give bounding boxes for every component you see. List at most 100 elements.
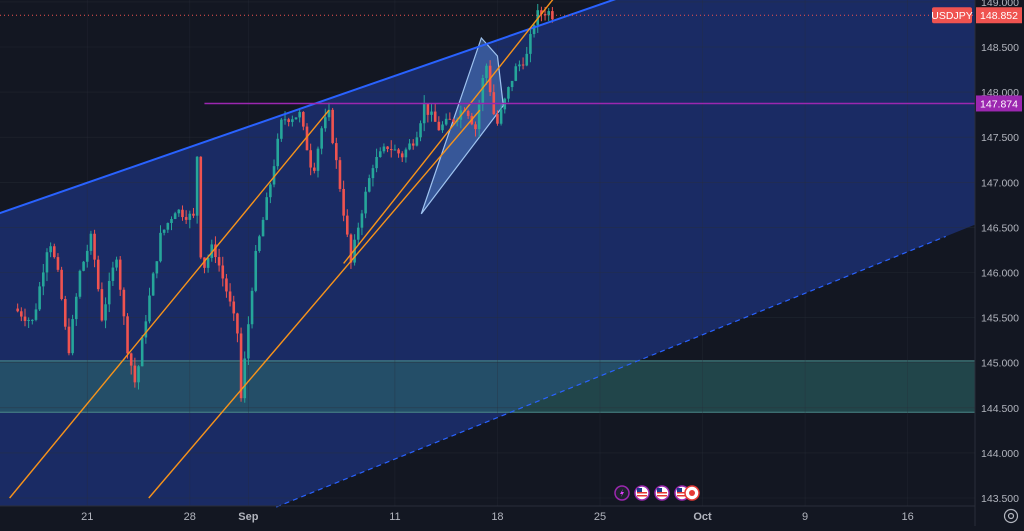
price-tick-label: 144.500 xyxy=(981,403,1019,415)
event-icons[interactable] xyxy=(614,485,700,501)
support-zone xyxy=(0,360,975,413)
candle-body xyxy=(294,117,298,120)
candle-body xyxy=(371,168,375,179)
candles xyxy=(16,3,554,403)
candle-body xyxy=(217,257,221,266)
candle-body xyxy=(52,246,56,258)
lightning-icon[interactable] xyxy=(614,485,630,501)
candle-body xyxy=(265,197,269,220)
jp-flag-icon-sun xyxy=(689,490,695,496)
candle-body xyxy=(107,280,111,305)
us-flag-icon[interactable] xyxy=(654,485,670,501)
candle-body xyxy=(521,64,525,66)
candle-body xyxy=(342,188,345,216)
price-axis[interactable]: 150.000149.500149.000148.500148.000147.5… xyxy=(981,0,1019,505)
candle-body xyxy=(126,316,129,354)
candle-body xyxy=(331,109,334,144)
candle-body xyxy=(272,166,276,185)
candle-body xyxy=(378,151,382,158)
candle-body xyxy=(151,273,155,296)
time-tick-label: 11 xyxy=(389,511,400,523)
candle-body xyxy=(31,319,34,321)
candle-body xyxy=(239,333,243,399)
candle-body xyxy=(155,261,159,274)
candle-body xyxy=(320,128,323,149)
us-flag-icon-canton xyxy=(657,488,662,492)
candle-body xyxy=(85,250,89,262)
candle-body xyxy=(389,148,393,151)
candle-body xyxy=(419,123,422,138)
candle-body xyxy=(382,146,386,152)
candle-body xyxy=(514,66,518,81)
price-tick-label: 146.000 xyxy=(981,268,1019,280)
time-tick-label: 25 xyxy=(594,511,606,523)
jp-flag-icon[interactable] xyxy=(684,485,700,501)
lightning-icon-bolt xyxy=(620,489,624,497)
candle-body xyxy=(305,126,309,151)
candle-body xyxy=(283,119,287,121)
candle-body xyxy=(349,234,353,263)
time-tick-label: 16 xyxy=(902,511,914,523)
candle-body xyxy=(437,121,441,131)
candle-body xyxy=(206,257,210,268)
us-flag-icon[interactable] xyxy=(634,485,650,501)
candle-body xyxy=(433,111,437,122)
candle-body xyxy=(250,290,254,325)
candle-body xyxy=(203,257,206,268)
candle-body xyxy=(96,259,100,290)
candle-body xyxy=(166,223,170,230)
candle-body xyxy=(287,119,290,122)
candle-body xyxy=(547,11,551,16)
us-flag-icon-stripe xyxy=(637,492,647,494)
settings-gear-icon[interactable] xyxy=(1003,508,1019,524)
us-flag-icon-canton xyxy=(677,488,682,492)
candle-body xyxy=(507,87,510,99)
candle-body xyxy=(118,259,122,290)
last-price-badge-text: 148.852 xyxy=(980,10,1018,22)
candle-body xyxy=(23,316,27,321)
candle-body xyxy=(236,313,239,334)
price-tick-label: 143.500 xyxy=(981,493,1019,505)
us-flag-icon-stripe xyxy=(657,495,667,497)
candle-body xyxy=(411,143,415,146)
candle-body xyxy=(364,191,367,214)
candle-body xyxy=(448,118,452,120)
trend-lines[interactable] xyxy=(9,0,612,499)
candle-body xyxy=(133,365,137,383)
candle-body xyxy=(408,143,411,150)
time-tick-label: Sep xyxy=(238,511,258,523)
candle-body xyxy=(78,270,82,297)
candle-body xyxy=(16,308,19,312)
candle-body xyxy=(34,309,38,320)
time-axis[interactable]: 21 28 Sep 11 18 25 Oct 9 16 xyxy=(81,511,914,523)
candle-body xyxy=(232,301,236,314)
candle-body xyxy=(532,25,536,35)
channel-top-line[interactable] xyxy=(0,0,893,218)
candle-body xyxy=(89,233,93,251)
price-badges: USDJPY 148.852 147.874 xyxy=(931,7,1022,112)
candle-body xyxy=(192,213,195,216)
price-tick-label: 146.500 xyxy=(981,222,1019,234)
candle-body xyxy=(144,321,148,338)
trend-line xyxy=(9,109,330,499)
candle-body xyxy=(111,267,115,281)
price-tick-label: 149.000 xyxy=(981,0,1019,9)
candle-body xyxy=(181,209,184,218)
channel-bottom-line[interactable] xyxy=(276,235,946,508)
candle-body xyxy=(444,118,448,125)
candle-body xyxy=(56,257,60,270)
candle-body xyxy=(452,119,455,122)
candle-body xyxy=(397,149,400,154)
candle-body xyxy=(122,289,126,317)
candle-body xyxy=(313,167,316,171)
candle-body xyxy=(243,358,247,399)
candle-body xyxy=(269,184,272,198)
candle-body xyxy=(280,119,283,139)
candle-body xyxy=(221,265,225,279)
candle-body xyxy=(162,229,166,233)
candle-body xyxy=(104,304,107,321)
candle-body xyxy=(386,146,389,149)
candle-body xyxy=(324,117,327,129)
